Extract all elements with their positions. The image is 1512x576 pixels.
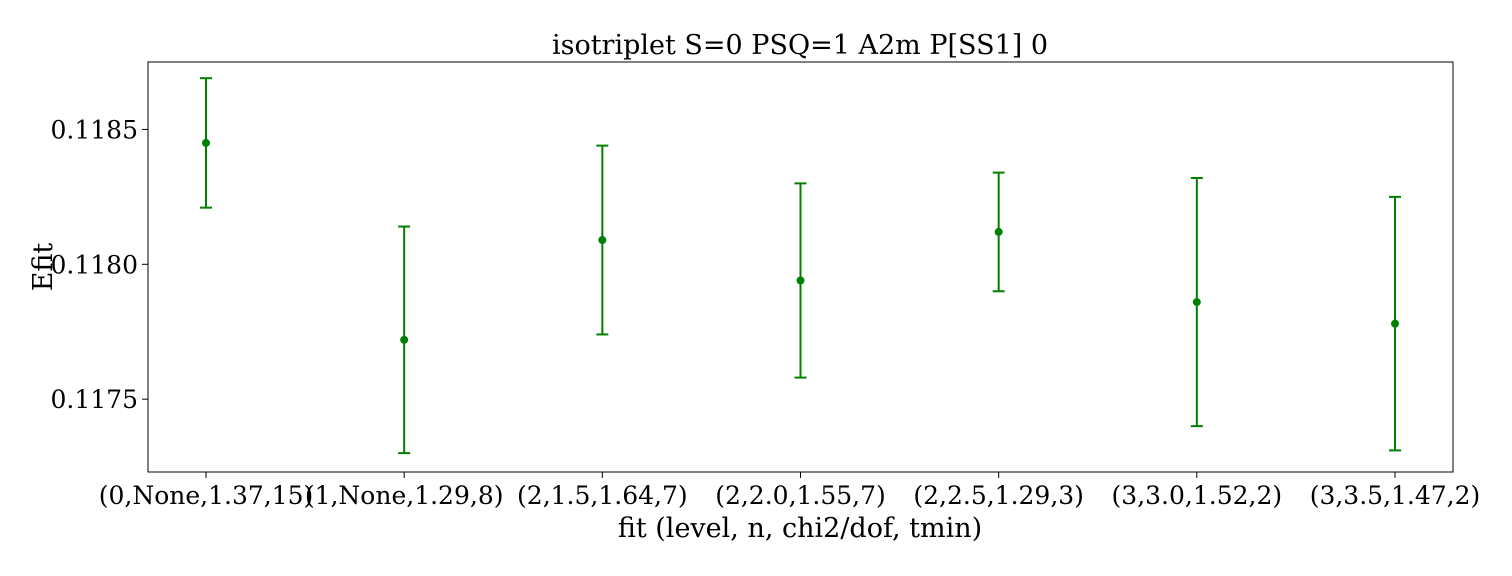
data-point — [796, 276, 805, 285]
data-point — [202, 138, 210, 147]
x-tick-label: (3,3.0,1.52,2) — [1112, 481, 1283, 510]
data-point — [994, 227, 1003, 236]
x-tick-label: (2,1.5,1.64,7) — [517, 481, 688, 510]
data-series — [200, 77, 1401, 455]
y-axis: 0.1175 0.1180 0.1185 — [51, 115, 148, 414]
data-point — [1192, 298, 1201, 307]
y-tick-label: 0.1175 — [51, 385, 138, 414]
y-tick-label: 0.1180 — [51, 250, 138, 279]
data-point — [598, 236, 607, 245]
x-tick-label: (3,3.5,1.47,2) — [1310, 481, 1481, 510]
x-tick-label: (0,None,1.37,15) — [99, 481, 314, 510]
x-axis: (0,None,1.37,15)(1,None,1.29,8) (2,1.5,1.… — [99, 472, 1481, 510]
data-point — [1391, 319, 1399, 328]
x-tick-label: (2,2.0,1.55,7) — [715, 481, 886, 510]
data-point — [400, 335, 409, 344]
y-tick-label: 0.1185 — [51, 115, 138, 144]
x-axis-label: fit (level, n, chi2/dof, tmin) — [618, 513, 982, 544]
y-axis-label: Efit — [28, 243, 59, 292]
x-tick-label: (1,None,1.29,8) — [305, 481, 504, 510]
x-tick-label: (2,2.5,1.29,3) — [913, 481, 1084, 510]
chart-title: isotriplet S=0 PSQ=1 A2m P[SS1] 0 — [552, 30, 1048, 61]
